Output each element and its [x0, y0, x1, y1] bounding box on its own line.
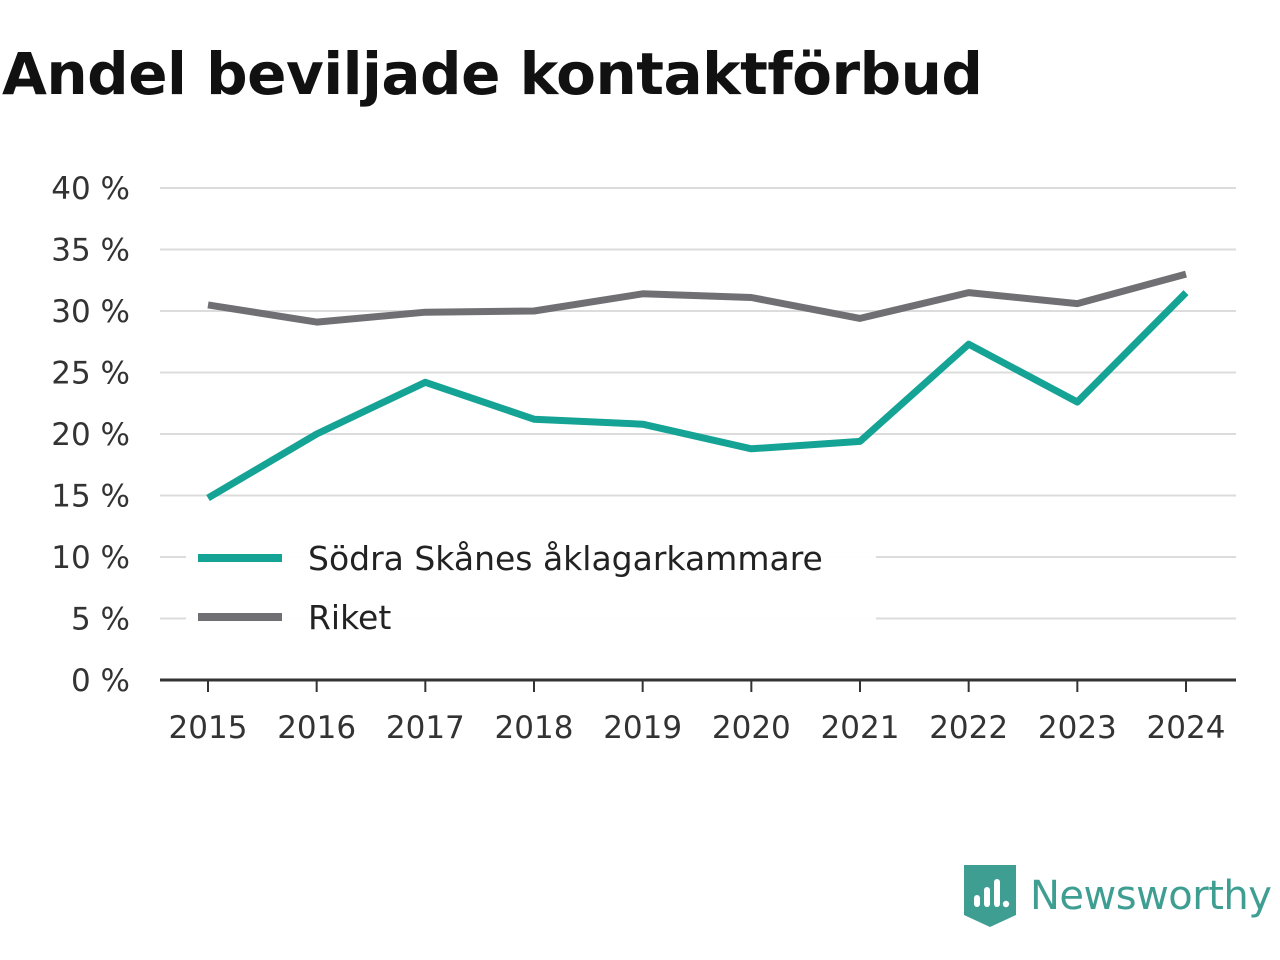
- x-tick-label: 2016: [277, 710, 356, 746]
- x-tick-label: 2019: [603, 710, 682, 746]
- y-axis: 0 % 5 % 10 % 15 % 20 % 25 % 30 % 35 % 40 %: [51, 171, 130, 699]
- y-tick-label: 25 %: [51, 356, 130, 392]
- y-tick-label: 0 %: [71, 663, 130, 699]
- y-tick-label: 30 %: [51, 294, 130, 330]
- x-tick-label: 2024: [1147, 710, 1226, 746]
- x-tick-label: 2017: [386, 710, 465, 746]
- y-tick-label: 15 %: [51, 479, 130, 515]
- x-tick-label: 2023: [1038, 710, 1117, 746]
- y-tick-label: 35 %: [51, 233, 130, 269]
- x-tick-label: 2015: [169, 710, 248, 746]
- series-lines: [206, 270, 1189, 502]
- y-tick-label: 10 %: [51, 540, 130, 576]
- x-tick-label: 2021: [821, 710, 900, 746]
- y-tick-label: 5 %: [71, 602, 130, 638]
- chart-title: Andel beviljade kontaktförbud: [2, 40, 983, 108]
- legend-background: [186, 528, 876, 644]
- series-line-1: [207, 270, 1187, 326]
- x-tick-label: 2022: [929, 710, 1008, 746]
- legend-label: Riket: [308, 598, 391, 637]
- bar-chart-bookmark-icon: [964, 865, 1016, 927]
- y-tick-label: 20 %: [51, 417, 130, 453]
- series-line-0: [206, 290, 1189, 502]
- legend: Södra Skånes åklagarkammare Riket: [186, 528, 876, 644]
- legend-label: Södra Skånes åklagarkammare: [308, 539, 823, 578]
- y-tick-label: 40 %: [51, 171, 130, 207]
- x-axis: 2015 2016 2017 2018 2019 2020 2021 2022 2023 2024: [160, 678, 1236, 746]
- x-tick-label: 2020: [712, 710, 791, 746]
- brand-footer: Newsworthy: [964, 864, 1272, 928]
- x-tick-label: 2018: [495, 710, 574, 746]
- brand-name: Newsworthy: [1030, 873, 1272, 919]
